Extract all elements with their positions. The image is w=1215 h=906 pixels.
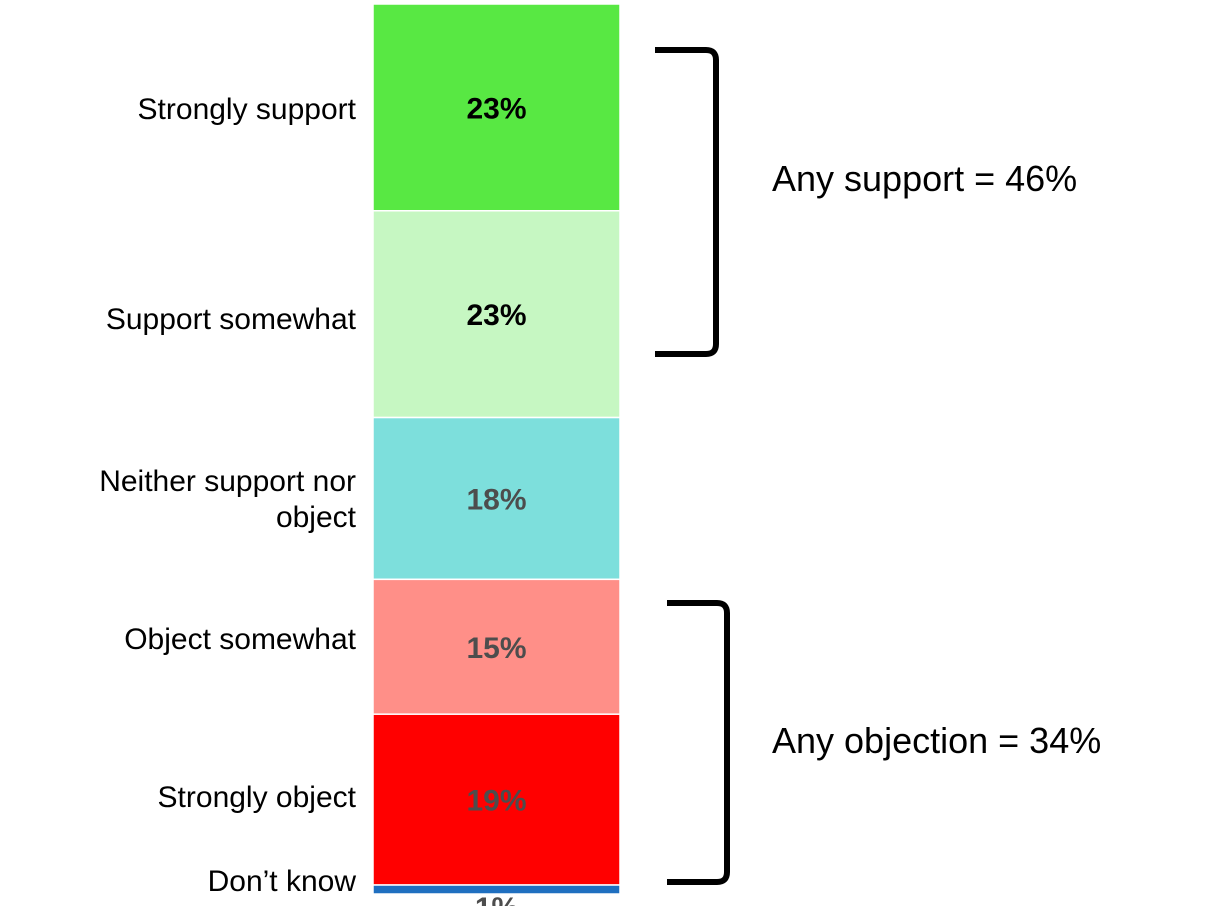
value-label-5: 19% bbox=[466, 785, 526, 818]
value-label-2: 23% bbox=[466, 299, 526, 332]
bracket-1 bbox=[655, 47, 719, 357]
bar-segment-6 bbox=[372, 884, 621, 895]
annotation-2: Any objection = 34% bbox=[772, 720, 1102, 761]
category-label-4: Object somewhat bbox=[124, 623, 356, 656]
category-label-2: Support somewhat bbox=[105, 303, 356, 336]
bar-segment-5 bbox=[372, 713, 621, 886]
annotation-1: Any support = 46% bbox=[772, 158, 1078, 199]
category-label-1: Strongly support bbox=[137, 93, 356, 126]
value-label-3: 18% bbox=[466, 483, 526, 516]
value-label-4: 15% bbox=[466, 632, 526, 665]
category-label-6: Don’t know bbox=[207, 865, 356, 898]
value-label-1: 23% bbox=[466, 92, 526, 125]
category-label-5: Strongly object bbox=[157, 781, 356, 814]
value-label-6: 1% bbox=[475, 892, 518, 906]
bar-segment-2 bbox=[372, 210, 621, 419]
category-label-3: Neither support nor object bbox=[99, 465, 356, 535]
bar-segment-3 bbox=[372, 416, 621, 581]
bar-segment-4 bbox=[372, 578, 621, 715]
bracket-2 bbox=[667, 600, 730, 885]
bar-segment-1 bbox=[372, 3, 621, 212]
